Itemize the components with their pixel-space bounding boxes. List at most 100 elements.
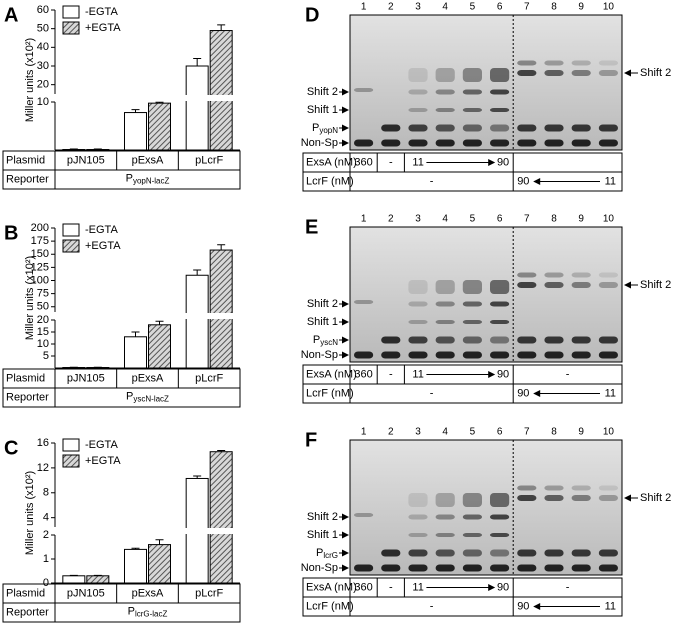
- gel-band: [462, 514, 482, 520]
- axis-break: [49, 528, 244, 534]
- gel-band: [517, 282, 537, 288]
- gel-band: [462, 68, 482, 82]
- gel-band: [462, 320, 482, 324]
- range-arrowhead: [533, 603, 541, 610]
- gel-band: [408, 336, 428, 344]
- gel-band: [598, 282, 618, 288]
- row-label: LcrF (nM): [306, 387, 354, 399]
- panel-letter: E: [305, 216, 318, 238]
- gel-band: [408, 89, 428, 95]
- bar: [124, 112, 147, 151]
- gel-band: [490, 564, 510, 572]
- label-arrowhead: [624, 281, 631, 289]
- error-bar: [217, 244, 226, 251]
- gel-band: [544, 336, 564, 344]
- gel-band: [408, 280, 428, 294]
- gel-band: [544, 495, 564, 501]
- gel-band: [571, 139, 591, 147]
- range-arrowhead: [488, 159, 496, 166]
- x-tick-label: pExsA: [132, 154, 164, 166]
- label-arrowhead: [342, 139, 349, 147]
- gel-band: [462, 108, 482, 112]
- bar: [209, 30, 233, 151]
- label-arrowhead: [624, 494, 631, 502]
- x-tick-label: pJN105: [67, 372, 105, 384]
- gel-band: [435, 301, 455, 307]
- cell: 360: [354, 156, 372, 168]
- gel-band: [354, 513, 374, 517]
- y-tick-label: 100: [31, 274, 49, 286]
- gel-band: [462, 336, 482, 344]
- bar: [185, 274, 209, 369]
- label-arrowhead: [342, 531, 349, 539]
- lane-number: 10: [603, 214, 615, 225]
- gel-band: [490, 139, 510, 147]
- error-bar: [217, 24, 226, 31]
- gel-band: [408, 549, 428, 557]
- legend-swatch: [62, 5, 80, 19]
- gel-band: [490, 549, 510, 557]
- gel-band: [408, 68, 428, 82]
- error-bar: [131, 331, 140, 337]
- band-label: PlcrG: [316, 547, 338, 560]
- gel-band: [490, 351, 510, 359]
- y-tick-label: 0: [43, 577, 49, 589]
- y-tick-label: 175: [31, 235, 49, 247]
- band-label: Shift 1: [307, 529, 338, 541]
- gel-band: [517, 139, 537, 147]
- y-tick-label: 20: [37, 314, 49, 326]
- lane-number: 3: [415, 2, 421, 13]
- y-tick-label: 40: [37, 41, 49, 53]
- error-bar: [193, 269, 202, 276]
- y-tick-label: 10: [37, 96, 49, 108]
- range-arrowhead: [533, 390, 541, 397]
- error-bar: [193, 58, 202, 66]
- gel-band: [598, 485, 618, 491]
- lane-number: 7: [524, 427, 530, 438]
- gel-band: [408, 514, 428, 520]
- gel-band: [490, 68, 510, 82]
- gel-band: [571, 124, 591, 132]
- y-tick-label: 4: [43, 512, 49, 524]
- gel-band: [435, 108, 455, 112]
- legend-label: +EGTA: [85, 455, 121, 467]
- gel-band: [462, 139, 482, 147]
- gel-band: [408, 320, 428, 324]
- row-label: Plasmid: [6, 154, 45, 166]
- gel-band: [598, 351, 618, 359]
- label-arrowhead: [342, 124, 349, 132]
- gel-band: [571, 70, 591, 76]
- y-tick-label: 16: [37, 437, 49, 449]
- cell: 90: [497, 581, 509, 593]
- cell: -: [389, 156, 393, 168]
- label-arrowhead: [342, 564, 349, 572]
- lane-number: 4: [442, 2, 448, 13]
- gel-band: [598, 549, 618, 557]
- cell: 11: [412, 368, 423, 380]
- error-bar: [131, 109, 140, 113]
- band-label: Shift 2: [307, 511, 338, 523]
- gel-band: [490, 301, 510, 307]
- axis-break: [49, 313, 244, 319]
- row-label: Plasmid: [6, 587, 45, 599]
- bar: [148, 102, 171, 151]
- gel-band: [354, 564, 374, 572]
- error-bar: [131, 547, 140, 550]
- label-arrowhead: [342, 318, 349, 326]
- gel-band: [408, 301, 428, 307]
- gel-band: [544, 60, 564, 66]
- gel-band: [435, 68, 455, 82]
- gel-band: [544, 351, 564, 359]
- y-tick-label: 5: [43, 350, 49, 362]
- reporter-label: PyscN-lacZ: [126, 390, 169, 403]
- gel-band: [381, 549, 401, 557]
- gel-band: [598, 272, 618, 278]
- y-tick-label: 1: [43, 553, 49, 565]
- band-label: Shift 1: [307, 104, 338, 116]
- gel-band: [354, 300, 374, 304]
- legend-swatch: [62, 454, 80, 468]
- cell: 11: [412, 156, 423, 168]
- gel-band: [517, 485, 537, 491]
- lane-number: 6: [497, 427, 503, 438]
- reporter-label: PlcrG-lacZ: [128, 605, 168, 618]
